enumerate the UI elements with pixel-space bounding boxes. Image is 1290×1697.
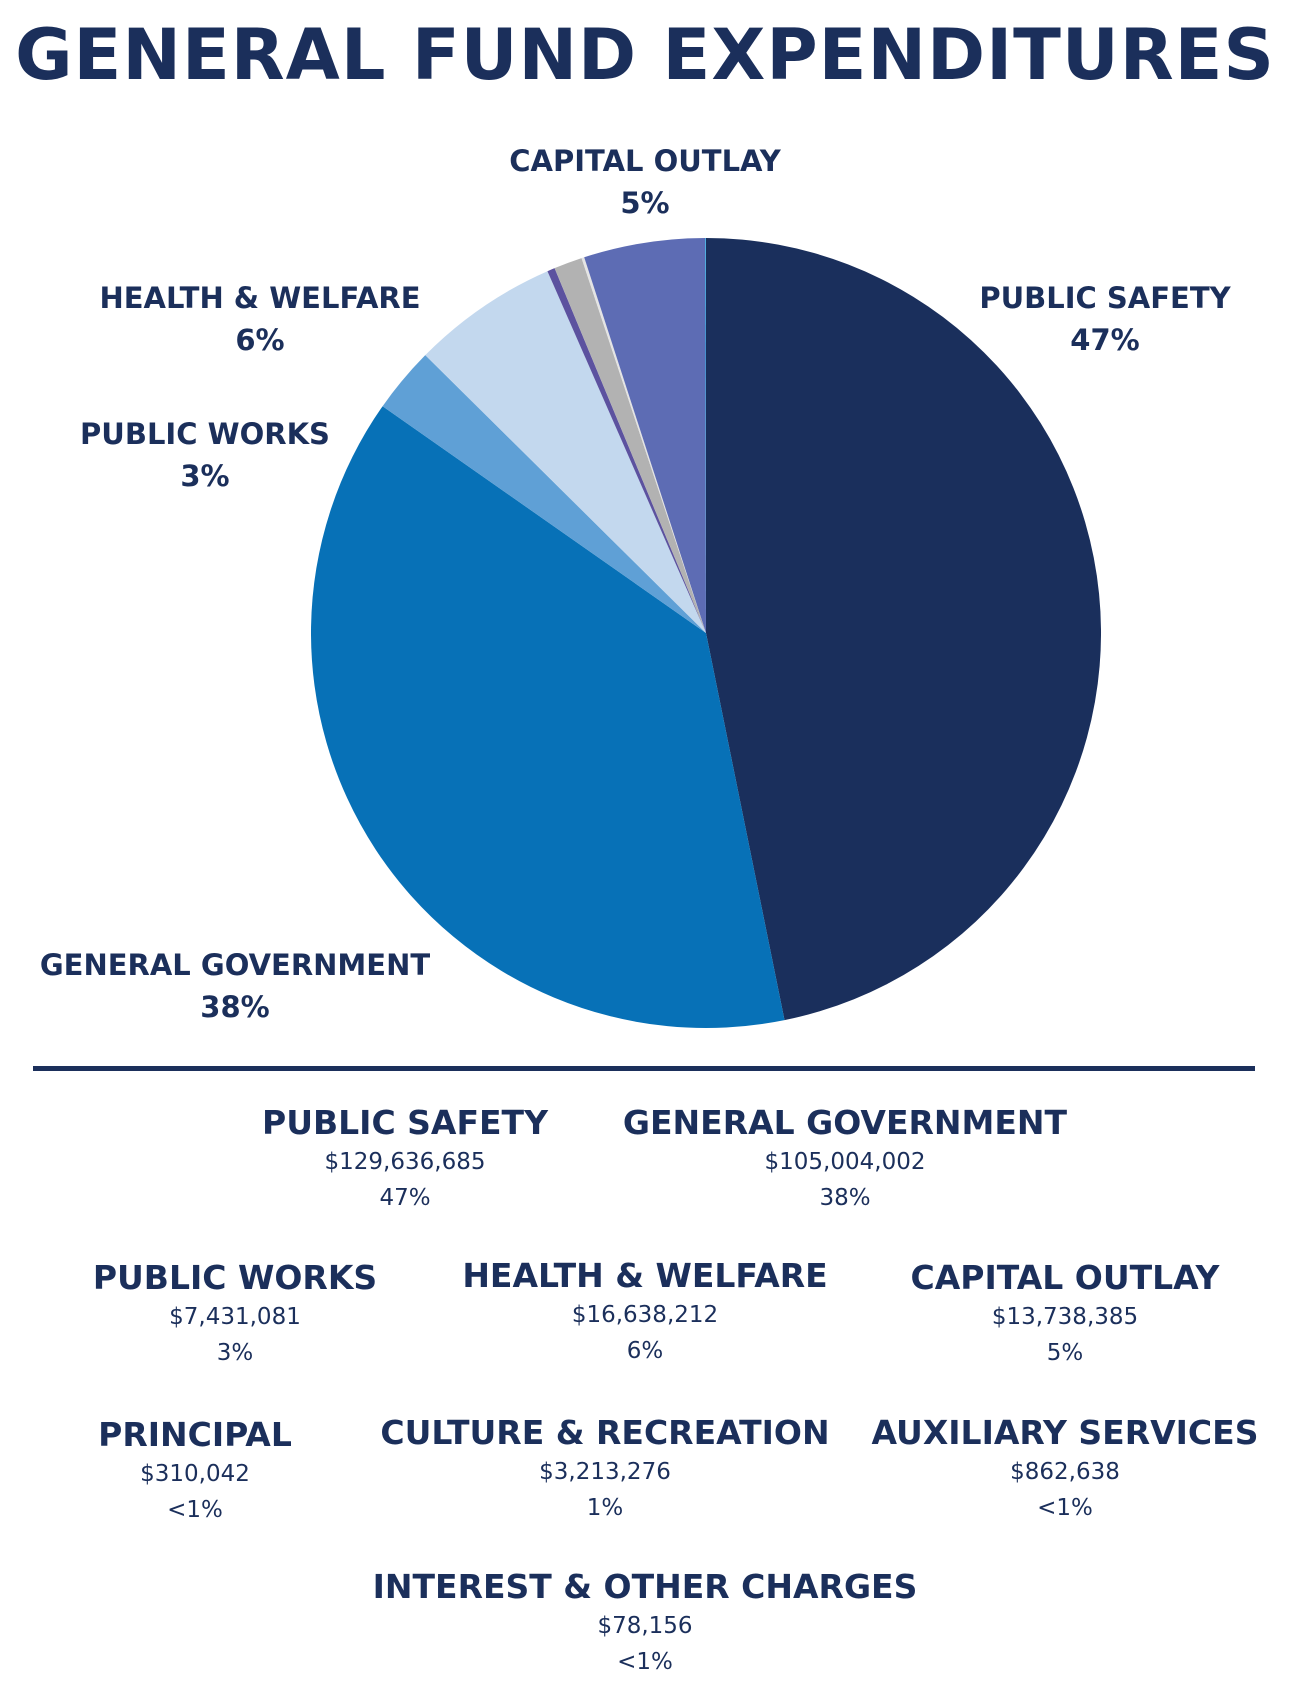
legend-interest-other-name: INTEREST & OTHER CHARGES [372, 1567, 918, 1606]
legend-interest-other-pct: <1% [617, 1649, 673, 1675]
legend-health-welfare-amount: $16,638,212 [571, 1302, 719, 1328]
pie-slice-general-government [310, 406, 785, 1029]
legend-general-government-name: GENERAL GOVERNMENT [622, 1103, 1068, 1142]
pie-label-general-government: GENERAL GOVERNMENT 38% [20, 944, 450, 1028]
legend-public-safety: PUBLIC SAFETY $129,636,685 47% [230, 1102, 580, 1216]
legend-capital-outlay-amount: $13,738,385 [991, 1304, 1139, 1330]
legend-culture-recreation: CULTURE & RECREATION $3,213,276 1% [380, 1412, 830, 1526]
legend-health-welfare: HEALTH & WELFARE $16,638,212 6% [440, 1255, 850, 1369]
legend-public-works-pct: 3% [216, 1340, 254, 1366]
legend-culture-recreation-name: CULTURE & RECREATION [380, 1413, 830, 1452]
legend-principal: PRINCIPAL $310,042 <1% [50, 1414, 340, 1528]
legend-capital-outlay-pct: 5% [1046, 1340, 1084, 1366]
pie-slice-health-welfare [425, 271, 706, 633]
divider [33, 1066, 1255, 1071]
legend-capital-outlay: CAPITAL OUTLAY $13,738,385 5% [890, 1257, 1240, 1371]
pie-label-public-safety: PUBLIC SAFETY 47% [920, 277, 1290, 361]
pie-label-capital-outlay-name: CAPITAL OUTLAY [509, 144, 781, 178]
pie-slice-auxiliary-services [547, 268, 706, 633]
legend-general-government: GENERAL GOVERNMENT $105,004,002 38% [605, 1102, 1085, 1216]
pie-label-capital-outlay: CAPITAL OUTLAY 5% [440, 140, 850, 224]
legend-principal-name: PRINCIPAL [98, 1415, 292, 1454]
pie-label-public-safety-pct: 47% [1070, 323, 1140, 357]
chart-title: GENERAL FUND EXPENDITURES [15, 14, 1275, 96]
legend-public-safety-pct: 47% [379, 1185, 431, 1211]
pie-label-health-welfare: HEALTH & WELFARE 6% [60, 277, 460, 361]
legend-auxiliary-services-amount: $862,638 [1010, 1459, 1120, 1485]
legend-auxiliary-services-name: AUXILIARY SERVICES [871, 1413, 1259, 1452]
legend-interest-other-amount: $78,156 [597, 1613, 693, 1639]
pie-slice-public-safety [706, 237, 1102, 1021]
legend-general-government-pct: 38% [819, 1185, 871, 1211]
pie-label-public-works-pct: 3% [180, 459, 230, 493]
legend-auxiliary-services: AUXILIARY SERVICES $862,638 <1% [860, 1412, 1270, 1526]
pie-label-public-works-name: PUBLIC WORKS [80, 417, 330, 451]
pie-label-health-welfare-pct: 6% [235, 323, 285, 357]
legend-culture-recreation-pct: 1% [586, 1495, 624, 1521]
pie-label-public-works: PUBLIC WORKS 3% [55, 413, 355, 497]
pie-label-public-safety-name: PUBLIC SAFETY [979, 281, 1231, 315]
legend-public-works-name: PUBLIC WORKS [92, 1258, 378, 1297]
legend-capital-outlay-name: CAPITAL OUTLAY [910, 1258, 1220, 1297]
pie-label-general-government-name: GENERAL GOVERNMENT [39, 948, 431, 982]
pie-slice-culture-recreation [554, 258, 706, 633]
legend-principal-amount: $310,042 [140, 1461, 250, 1487]
legend-public-works: PUBLIC WORKS $7,431,081 3% [70, 1257, 400, 1371]
legend-public-safety-amount: $129,636,685 [324, 1149, 486, 1175]
legend-principal-pct: <1% [167, 1497, 223, 1523]
legend-interest-other: INTEREST & OTHER CHARGES $78,156 <1% [370, 1566, 920, 1680]
pie-label-health-welfare-name: HEALTH & WELFARE [99, 281, 421, 315]
pie-chart [310, 237, 1102, 1029]
legend-health-welfare-name: HEALTH & WELFARE [462, 1256, 828, 1295]
pie-slice-interest-other [705, 237, 706, 633]
pie-slice-principal [581, 257, 706, 633]
pie-slice-capital-outlay [584, 238, 706, 633]
pie-slice-public-works [382, 355, 706, 633]
legend-auxiliary-services-pct: <1% [1037, 1495, 1093, 1521]
legend-public-works-amount: $7,431,081 [169, 1304, 301, 1330]
pie-label-capital-outlay-pct: 5% [620, 186, 670, 220]
pie-label-general-government-pct: 38% [200, 990, 270, 1024]
legend-general-government-amount: $105,004,002 [764, 1149, 926, 1175]
legend-culture-recreation-amount: $3,213,276 [539, 1459, 671, 1485]
legend-public-safety-name: PUBLIC SAFETY [262, 1103, 548, 1142]
legend-health-welfare-pct: 6% [626, 1338, 664, 1364]
